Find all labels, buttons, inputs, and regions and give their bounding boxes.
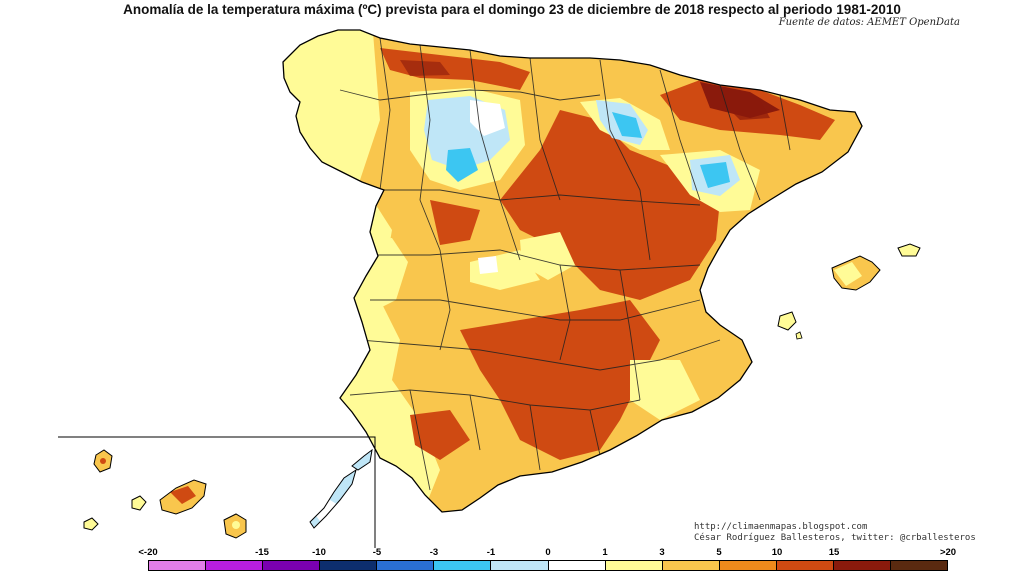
legend-label: 10 (771, 547, 783, 558)
legend-labels: <-20 -15 -10 -5 -3 -1 0 1 3 5 10 15 >20 (138, 547, 956, 559)
legend-label: 1 (602, 547, 608, 558)
legend-swatch (719, 561, 777, 570)
legend-swatch (320, 561, 378, 570)
legend-swatch (149, 561, 207, 570)
legend-bar (148, 560, 948, 571)
legend-label: -5 (372, 547, 382, 558)
legend-swatch (776, 561, 834, 570)
color-legend: <-20 -15 -10 -5 -3 -1 0 1 3 5 10 15 >20 (138, 547, 956, 571)
legend-swatch (833, 561, 892, 570)
legend-swatch (263, 561, 321, 570)
legend-label: 3 (659, 547, 665, 558)
legend-swatch (662, 561, 720, 570)
credit-author: César Rodríguez Ballesteros, twitter: @c… (694, 533, 976, 543)
legend-swatch (434, 561, 492, 570)
baleares (777, 243, 921, 340)
map-title: Anomalía de la temperatura máxima (ºC) p… (123, 2, 901, 17)
legend-label: -15 (255, 547, 269, 558)
legend-swatch (491, 561, 549, 570)
credit-url[interactable]: http://climaenmapas.blogspot.com (694, 522, 868, 532)
legend-swatch (605, 561, 663, 570)
legend-label: -10 (312, 547, 326, 558)
legend-label: 15 (828, 547, 840, 558)
legend-swatch (548, 561, 606, 570)
legend-label: -1 (486, 547, 496, 558)
legend-label: 0 (545, 547, 551, 558)
legend-swatch (377, 561, 435, 570)
legend-label: -3 (429, 547, 439, 558)
legend-swatch (206, 561, 264, 570)
legend-swatch (891, 561, 948, 570)
peninsula-coastline (282, 29, 863, 513)
legend-label: 5 (716, 547, 722, 558)
data-source: Fuente de datos: AEMET OpenData (778, 17, 960, 28)
legend-label: >20 (939, 547, 957, 558)
canarias-inset (58, 436, 376, 548)
credit: http://climaenmapas.blogspot.com César R… (694, 522, 976, 544)
legend-label: <-20 (138, 547, 158, 558)
